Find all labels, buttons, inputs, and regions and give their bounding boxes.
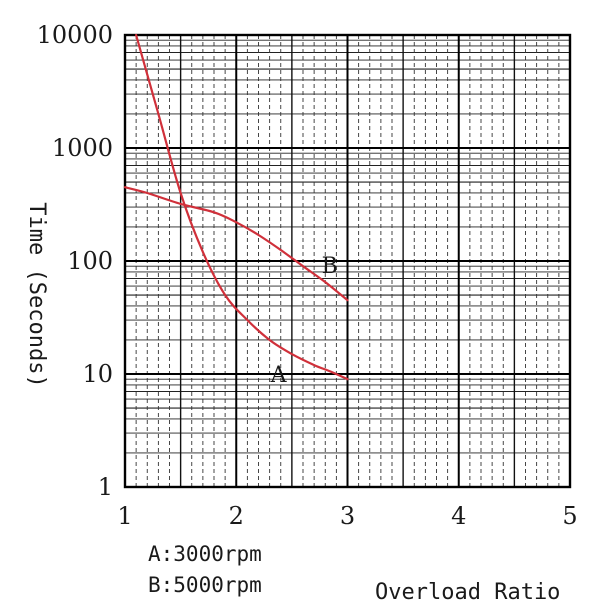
plot-frame bbox=[123, 33, 572, 489]
y-tick-label: 10000 bbox=[37, 21, 113, 49]
curve-labels: AB bbox=[270, 254, 338, 388]
x-tick-label: 5 bbox=[562, 502, 577, 530]
x-axis-title: Overload Ratio bbox=[375, 580, 560, 605]
y-tick-labels: 1 10 100 1000 10000 bbox=[37, 21, 113, 501]
legend-entry-b: B:5000rpm bbox=[148, 573, 262, 597]
x-tick-label: 2 bbox=[229, 502, 244, 530]
y-tick-label: 1 bbox=[98, 473, 113, 501]
curve-label-b: B bbox=[322, 254, 338, 279]
curve-b bbox=[123, 186, 349, 302]
y-tick-label: 10 bbox=[82, 360, 113, 388]
x-tick-label: 3 bbox=[340, 502, 355, 530]
legend-entry-a: A:3000rpm bbox=[148, 542, 262, 566]
x-tick-label: 1 bbox=[117, 502, 132, 530]
grid-major bbox=[123, 33, 572, 489]
x-tick-label: 4 bbox=[451, 502, 466, 530]
curve-a bbox=[135, 33, 349, 381]
y-tick-label: 1000 bbox=[52, 134, 113, 162]
curve-label-a: A bbox=[270, 363, 288, 388]
x-tick-labels: 1 2 3 4 5 bbox=[117, 502, 577, 530]
y-tick-label: 100 bbox=[67, 247, 113, 275]
y-axis-title: Time (Seconds) bbox=[24, 202, 49, 387]
curves bbox=[123, 33, 349, 381]
